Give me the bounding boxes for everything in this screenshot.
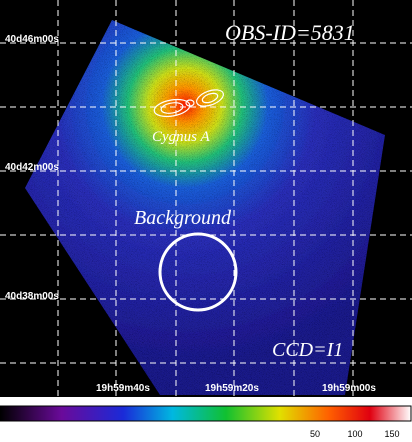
colorbar-tick-label: 150	[384, 429, 399, 439]
contours	[153, 89, 224, 118]
source-label: Cygnus A	[152, 129, 210, 145]
coordinate-grid	[0, 0, 412, 397]
ra-label: 19h59m40s	[96, 383, 150, 394]
region-label: Background	[134, 207, 232, 229]
ccd-field	[25, 20, 385, 395]
colorbar	[0, 405, 412, 422]
dec-label: 40d46m00s	[5, 34, 59, 45]
dec-label: 40d38m00s	[5, 291, 59, 302]
colorbar-tick-label: 50	[310, 429, 320, 439]
ra-label: 19h59m00s	[322, 383, 376, 394]
dec-label: 40d42m00s	[5, 162, 59, 173]
ccd-label: CCD=I1	[272, 339, 343, 361]
ra-label: 19h59m20s	[205, 383, 259, 394]
colorbar-tick-label: 100	[347, 429, 362, 439]
background-region	[158, 232, 238, 312]
obs-id-label: OBS-ID=5831	[225, 20, 355, 45]
